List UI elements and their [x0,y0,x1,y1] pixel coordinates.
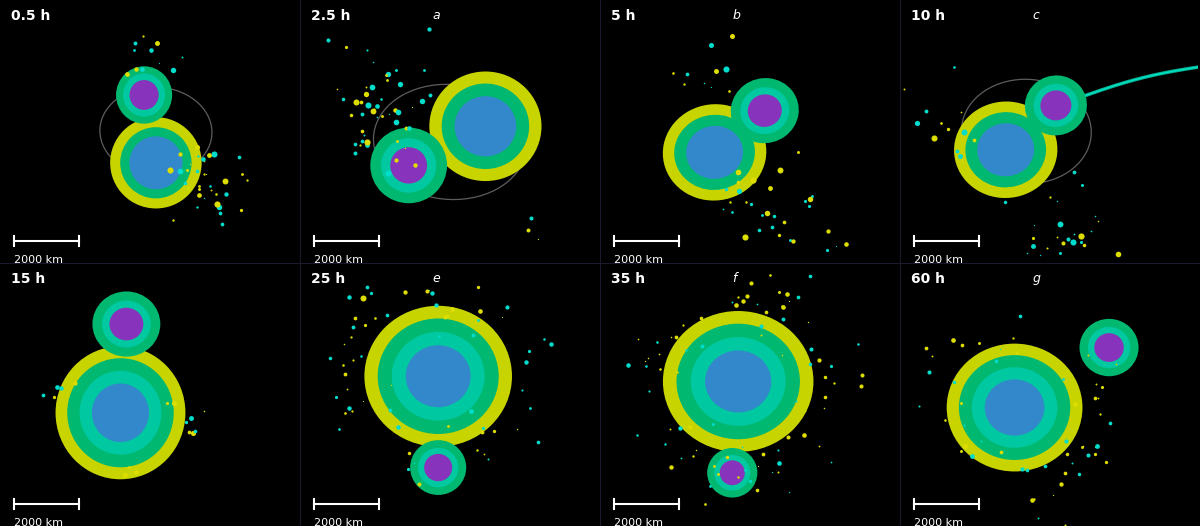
Text: 2000 km: 2000 km [914,256,964,266]
Ellipse shape [442,84,529,169]
Ellipse shape [67,358,174,467]
Ellipse shape [677,323,800,439]
Ellipse shape [406,345,470,407]
Ellipse shape [424,454,452,481]
Ellipse shape [55,346,186,479]
Ellipse shape [102,300,151,348]
Text: 2000 km: 2000 km [314,519,364,526]
Ellipse shape [972,367,1057,448]
Ellipse shape [365,306,512,447]
Ellipse shape [116,66,172,124]
Ellipse shape [662,311,814,452]
Ellipse shape [130,136,182,189]
Text: b: b [732,9,740,22]
Ellipse shape [706,350,772,412]
Ellipse shape [707,448,757,498]
Text: c: c [1032,9,1039,22]
Ellipse shape [110,117,202,208]
Text: 15 h: 15 h [11,272,46,286]
Ellipse shape [410,440,467,495]
Ellipse shape [390,147,427,184]
Ellipse shape [1040,90,1072,120]
Text: 2000 km: 2000 km [14,256,64,266]
Text: 25 h: 25 h [311,272,346,286]
Ellipse shape [124,74,166,116]
Ellipse shape [674,115,755,190]
Ellipse shape [378,318,499,434]
Ellipse shape [662,104,767,200]
Ellipse shape [977,123,1034,176]
Text: 5 h: 5 h [611,9,636,23]
Ellipse shape [686,126,743,179]
Text: 2000 km: 2000 km [614,519,664,526]
Ellipse shape [430,72,541,181]
Ellipse shape [1025,75,1087,135]
Ellipse shape [382,138,437,193]
Ellipse shape [391,332,485,421]
Text: g: g [1032,272,1040,285]
Ellipse shape [691,337,786,426]
Ellipse shape [720,460,745,485]
Ellipse shape [79,371,161,454]
Ellipse shape [92,383,149,442]
Text: 10 h: 10 h [911,9,946,23]
Text: 60 h: 60 h [911,272,946,286]
Ellipse shape [371,128,448,203]
Ellipse shape [748,94,781,127]
Ellipse shape [966,112,1046,187]
Text: f: f [732,272,737,285]
Text: e: e [432,272,440,285]
Text: 2000 km: 2000 km [314,256,364,266]
Ellipse shape [455,96,516,156]
Ellipse shape [947,343,1082,471]
Ellipse shape [109,308,143,340]
Ellipse shape [954,102,1057,198]
Ellipse shape [985,379,1044,436]
Text: 35 h: 35 h [611,272,646,286]
Ellipse shape [1087,327,1130,368]
Text: 0.5 h: 0.5 h [11,9,50,23]
Text: 2000 km: 2000 km [14,519,64,526]
Ellipse shape [1080,319,1139,376]
Text: 2000 km: 2000 km [914,519,964,526]
Ellipse shape [740,87,790,134]
Ellipse shape [714,455,750,491]
Ellipse shape [1033,84,1079,127]
Ellipse shape [92,291,161,357]
Ellipse shape [1094,333,1123,362]
Ellipse shape [418,448,458,487]
Ellipse shape [120,127,192,198]
Ellipse shape [731,78,799,143]
Ellipse shape [130,80,158,110]
Text: a: a [432,9,440,22]
Text: 2000 km: 2000 km [614,256,664,266]
Ellipse shape [959,355,1070,460]
Text: 2.5 h: 2.5 h [311,9,350,23]
